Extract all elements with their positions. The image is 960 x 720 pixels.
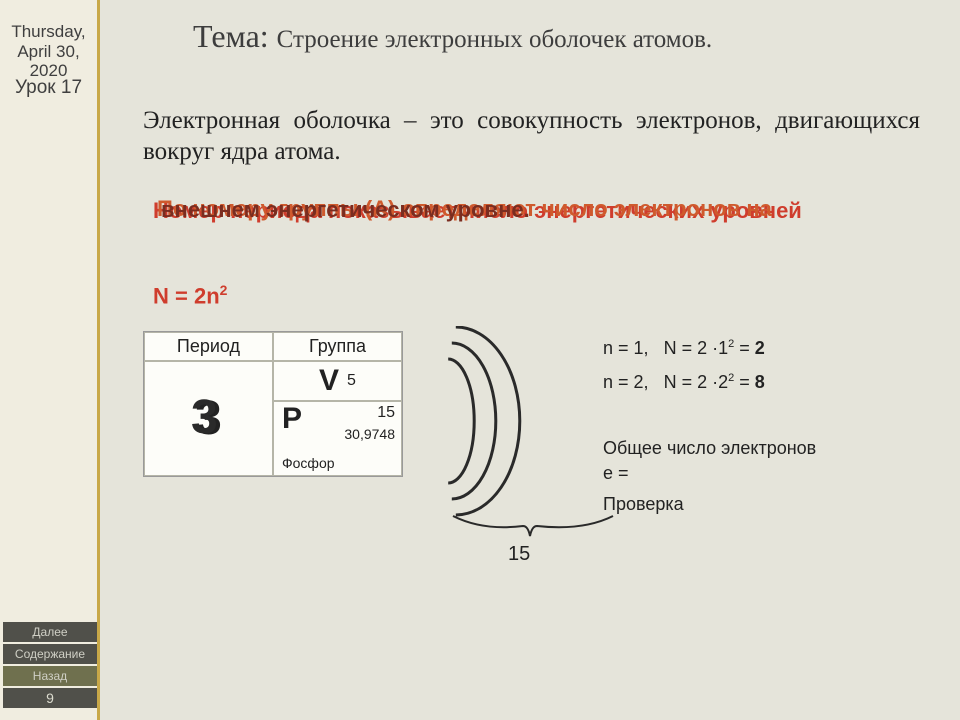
back-button[interactable]: Назад — [3, 666, 97, 686]
overlap-line3: внешнем энергетическом уровне. — [161, 197, 530, 223]
calc2-n: n = 2, — [603, 372, 649, 392]
title-label: Тема: — [193, 18, 269, 54]
total-block: Общее число электронов е = Проверка — [603, 436, 816, 518]
nav-buttons: Далее Содержание Назад 9 — [0, 622, 100, 708]
group-roman: V — [319, 364, 339, 398]
calc2-result: 8 — [755, 372, 765, 392]
calc-row-1: n = 1, N = 2 ·12 = 2 — [603, 331, 765, 365]
period-value: 3 3 — [144, 361, 273, 476]
calc1-eq: N = 2 ·1 — [664, 338, 729, 358]
page-number: 9 — [3, 688, 97, 708]
toc-button[interactable]: Содержание — [3, 644, 97, 664]
period-overprint: 3 — [191, 390, 218, 445]
calc-row-2: n = 2, N = 2 ·22 = 8 — [603, 365, 765, 399]
title-text: Строение электронных оболочек атомов. — [277, 26, 713, 53]
formula-lhs: N = 2n — [153, 283, 220, 308]
calc2-eq: N = 2 ·2 — [664, 372, 729, 392]
overlapping-text: Номер периода показывает число энергетич… — [143, 196, 920, 266]
slide-title: Тема: Строение электронных оболочек атом… — [193, 18, 920, 55]
header-period: Период — [144, 332, 273, 361]
brace-icon — [453, 516, 613, 536]
lower-region: Период Группа 3 3 V 5 P 15 30,9748 — [143, 331, 920, 591]
definition-text: Электронная оболочка – это совокупность … — [143, 105, 920, 168]
calc2-es: = — [734, 372, 755, 392]
total-line2: е = — [603, 461, 816, 486]
total-line1: Общее число электронов — [603, 436, 816, 461]
periodic-cell: Период Группа 3 3 V 5 P 15 30,9748 — [143, 331, 403, 477]
group-cell: V 5 — [273, 361, 402, 401]
element-name: Фосфор — [282, 455, 335, 471]
formula: N = 2n2 — [153, 282, 920, 309]
element-symbol: P — [282, 402, 302, 436]
slide-date: Thursday, April 30, 2020 — [0, 0, 97, 81]
shell-arc — [448, 359, 474, 483]
atomic-mass: 30,9748 — [344, 426, 395, 442]
date-line2: April 30, — [0, 42, 97, 62]
header-group: Группа — [273, 332, 402, 361]
slide-content: Тема: Строение электронных оболочек атом… — [103, 0, 960, 720]
shell-total: 15 — [508, 543, 530, 566]
date-line1: Thursday, — [0, 22, 97, 42]
next-button[interactable]: Далее — [3, 622, 97, 642]
check-label: Проверка — [603, 492, 816, 517]
calc1-n: n = 1, — [603, 338, 649, 358]
calculations: n = 1, N = 2 ·12 = 2 n = 2, N = 2 ·22 = … — [603, 331, 765, 399]
atomic-number: 15 — [377, 404, 395, 422]
lesson-number: Урок 17 — [0, 77, 97, 99]
calc1-result: 2 — [755, 338, 765, 358]
element-cell: P 15 30,9748 Фосфор — [273, 401, 402, 476]
formula-exp: 2 — [220, 282, 228, 298]
shell-arc — [456, 327, 520, 515]
sidebar: Thursday, April 30, 2020 Урок 17 Далее С… — [0, 0, 100, 720]
calc1-es: = — [734, 338, 755, 358]
group-num: 5 — [347, 372, 356, 390]
